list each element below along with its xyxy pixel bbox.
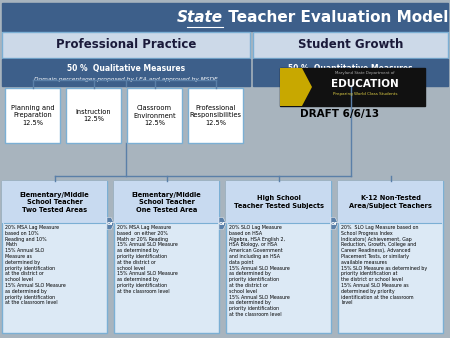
- Bar: [253, 59, 448, 86]
- Text: 20% MSA Lag Measure
based on 10%
Reading and 10%
Math
15% Annual SLO
Measure as
: 20% MSA Lag Measure based on 10% Reading…: [5, 225, 66, 306]
- Bar: [2, 32, 250, 58]
- Text: Instruction
12.5%: Instruction 12.5%: [76, 109, 111, 122]
- Text: Maryland State Department of: Maryland State Department of: [335, 71, 395, 75]
- Bar: [253, 32, 448, 58]
- Polygon shape: [219, 218, 226, 230]
- Bar: [188, 88, 243, 143]
- Text: DRAFT 6/6/13: DRAFT 6/6/13: [301, 109, 379, 119]
- Text: Professional
Responsibilities
12.5%: Professional Responsibilities 12.5%: [189, 105, 242, 126]
- Text: 20% MSA Lag Measure
based  on either 20%
Math or 20% Reading
15% Annual SLO Meas: 20% MSA Lag Measure based on either 20% …: [117, 225, 178, 294]
- Bar: [2, 59, 250, 86]
- Bar: [280, 68, 425, 106]
- Text: EDUCATION: EDUCATION: [331, 79, 399, 89]
- Text: Elementary/Middle
School Teacher
One Tested Area: Elementary/Middle School Teacher One Tes…: [131, 192, 202, 213]
- Bar: [5, 88, 60, 143]
- Text: 50 %  Qualitative Measures: 50 % Qualitative Measures: [67, 65, 185, 73]
- Text: Classroom
Environment
12.5%: Classroom Environment 12.5%: [133, 105, 176, 126]
- Text: 20%  SLO Lag Measure based on
School Progress Index
Indicators( Achievement, Gap: 20% SLO Lag Measure based on School Prog…: [341, 225, 427, 306]
- Bar: [2, 181, 107, 223]
- Text: Planning and
Preparation
12.5%: Planning and Preparation 12.5%: [11, 105, 54, 126]
- Text: Professional Practice: Professional Practice: [56, 39, 196, 51]
- Polygon shape: [107, 218, 114, 230]
- Text: Domain percentages proposed by LEA and approved by MSDE: Domain percentages proposed by LEA and a…: [34, 76, 218, 81]
- Bar: [2, 3, 448, 31]
- Bar: [114, 181, 219, 223]
- Text: As defined below: As defined below: [320, 76, 381, 82]
- Text: Student Growth: Student Growth: [298, 39, 403, 51]
- Bar: [338, 181, 443, 333]
- Bar: [2, 181, 107, 333]
- Text: Elementary/Middle
School Teacher
Two Tested Areas: Elementary/Middle School Teacher Two Tes…: [20, 192, 90, 213]
- Bar: [66, 88, 121, 143]
- Polygon shape: [331, 218, 338, 230]
- Text: or: or: [107, 221, 114, 226]
- Text: or: or: [331, 221, 338, 226]
- Bar: [226, 181, 331, 333]
- Text: Teacher Evaluation Model: Teacher Evaluation Model: [223, 9, 448, 24]
- Text: Preparing World Class Students: Preparing World Class Students: [333, 92, 397, 96]
- Text: State: State: [177, 9, 223, 24]
- Polygon shape: [280, 68, 312, 106]
- Text: 50 %  Quantitative Measures: 50 % Quantitative Measures: [288, 65, 413, 73]
- Text: High School
Teacher Tested Subjects: High School Teacher Tested Subjects: [234, 195, 324, 209]
- Bar: [114, 181, 219, 333]
- Text: or: or: [219, 221, 226, 226]
- Text: 20% SLO Lag Measure
based on HSA
Algebra, HSA English 2,
HSA Biology, or HSA
Ame: 20% SLO Lag Measure based on HSA Algebra…: [229, 225, 290, 317]
- Bar: [226, 181, 331, 223]
- Bar: [338, 181, 443, 223]
- Bar: [127, 88, 182, 143]
- Text: K-12 Non-Tested
Area/Subject Teachers: K-12 Non-Tested Area/Subject Teachers: [349, 195, 432, 209]
